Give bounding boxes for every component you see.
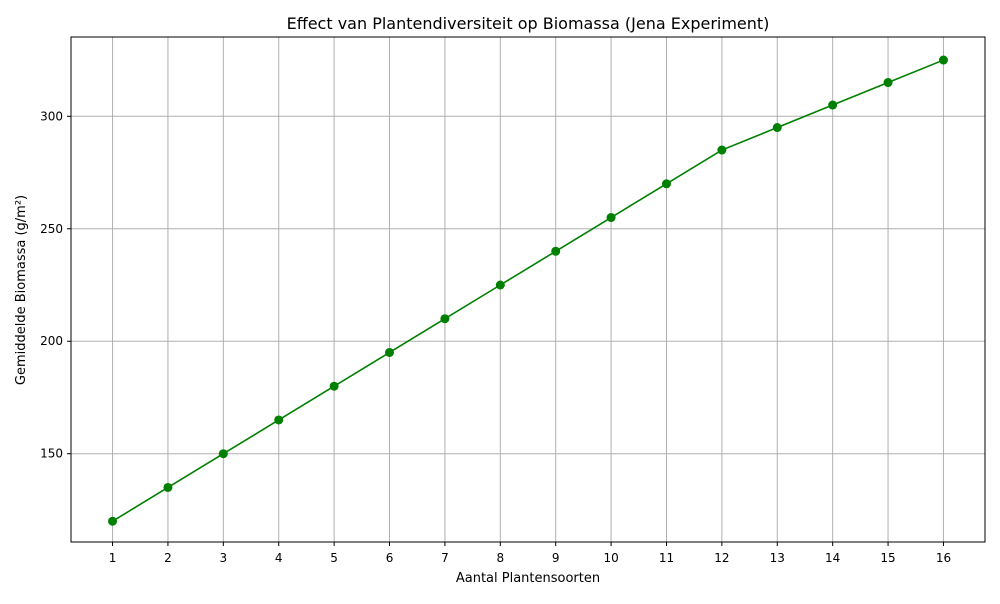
data-point <box>772 123 782 133</box>
x-tick-label: 8 <box>496 551 504 565</box>
x-tick-label: 10 <box>603 551 618 565</box>
data-point <box>274 415 284 425</box>
grid <box>71 37 985 542</box>
data-point <box>883 78 893 88</box>
x-tick-label: 4 <box>275 551 283 565</box>
x-tick-label: 15 <box>880 551 895 565</box>
x-tick-label: 14 <box>825 551 840 565</box>
x-tick-label: 12 <box>714 551 729 565</box>
x-tick-label: 2 <box>164 551 172 565</box>
x-tick-label: 5 <box>330 551 338 565</box>
data-point <box>717 145 727 155</box>
data-point <box>218 449 228 459</box>
x-tick-label: 1 <box>109 551 117 565</box>
y-tick-label: 150 <box>40 447 63 461</box>
x-axis-ticks: 1 2 3 4 5 6 7 8 9 10 11 12 13 14 15 16 <box>109 542 951 565</box>
x-tick-label: 16 <box>936 551 951 565</box>
x-tick-label: 6 <box>386 551 394 565</box>
data-point <box>495 280 505 290</box>
data-point <box>661 179 671 189</box>
data-point <box>385 347 395 357</box>
x-tick-label: 9 <box>552 551 560 565</box>
x-axis-label: Aantal Plantensoorten <box>456 571 600 586</box>
data-point <box>440 314 450 324</box>
series-layer <box>108 55 948 526</box>
x-tick-label: 11 <box>659 551 674 565</box>
series-line <box>112 59 944 522</box>
y-tick-label: 250 <box>40 222 63 236</box>
chart-title: Effect van Plantendiversiteit op Biomass… <box>287 14 770 33</box>
data-point <box>163 482 173 492</box>
y-axis-ticks: 150 200 250 300 <box>40 109 71 461</box>
data-point <box>329 381 339 391</box>
x-tick-label: 13 <box>770 551 785 565</box>
data-point <box>828 100 838 110</box>
x-tick-label: 7 <box>441 551 449 565</box>
y-tick-label: 200 <box>40 334 63 348</box>
data-point <box>606 213 616 223</box>
data-point <box>551 246 561 256</box>
x-tick-label: 3 <box>220 551 228 565</box>
plot-area-frame <box>70 36 986 543</box>
y-tick-label: 300 <box>40 109 63 123</box>
data-point <box>938 55 948 65</box>
y-axis-label: Gemiddelde Biomassa (g/m²) <box>14 195 29 385</box>
data-point <box>108 516 118 526</box>
